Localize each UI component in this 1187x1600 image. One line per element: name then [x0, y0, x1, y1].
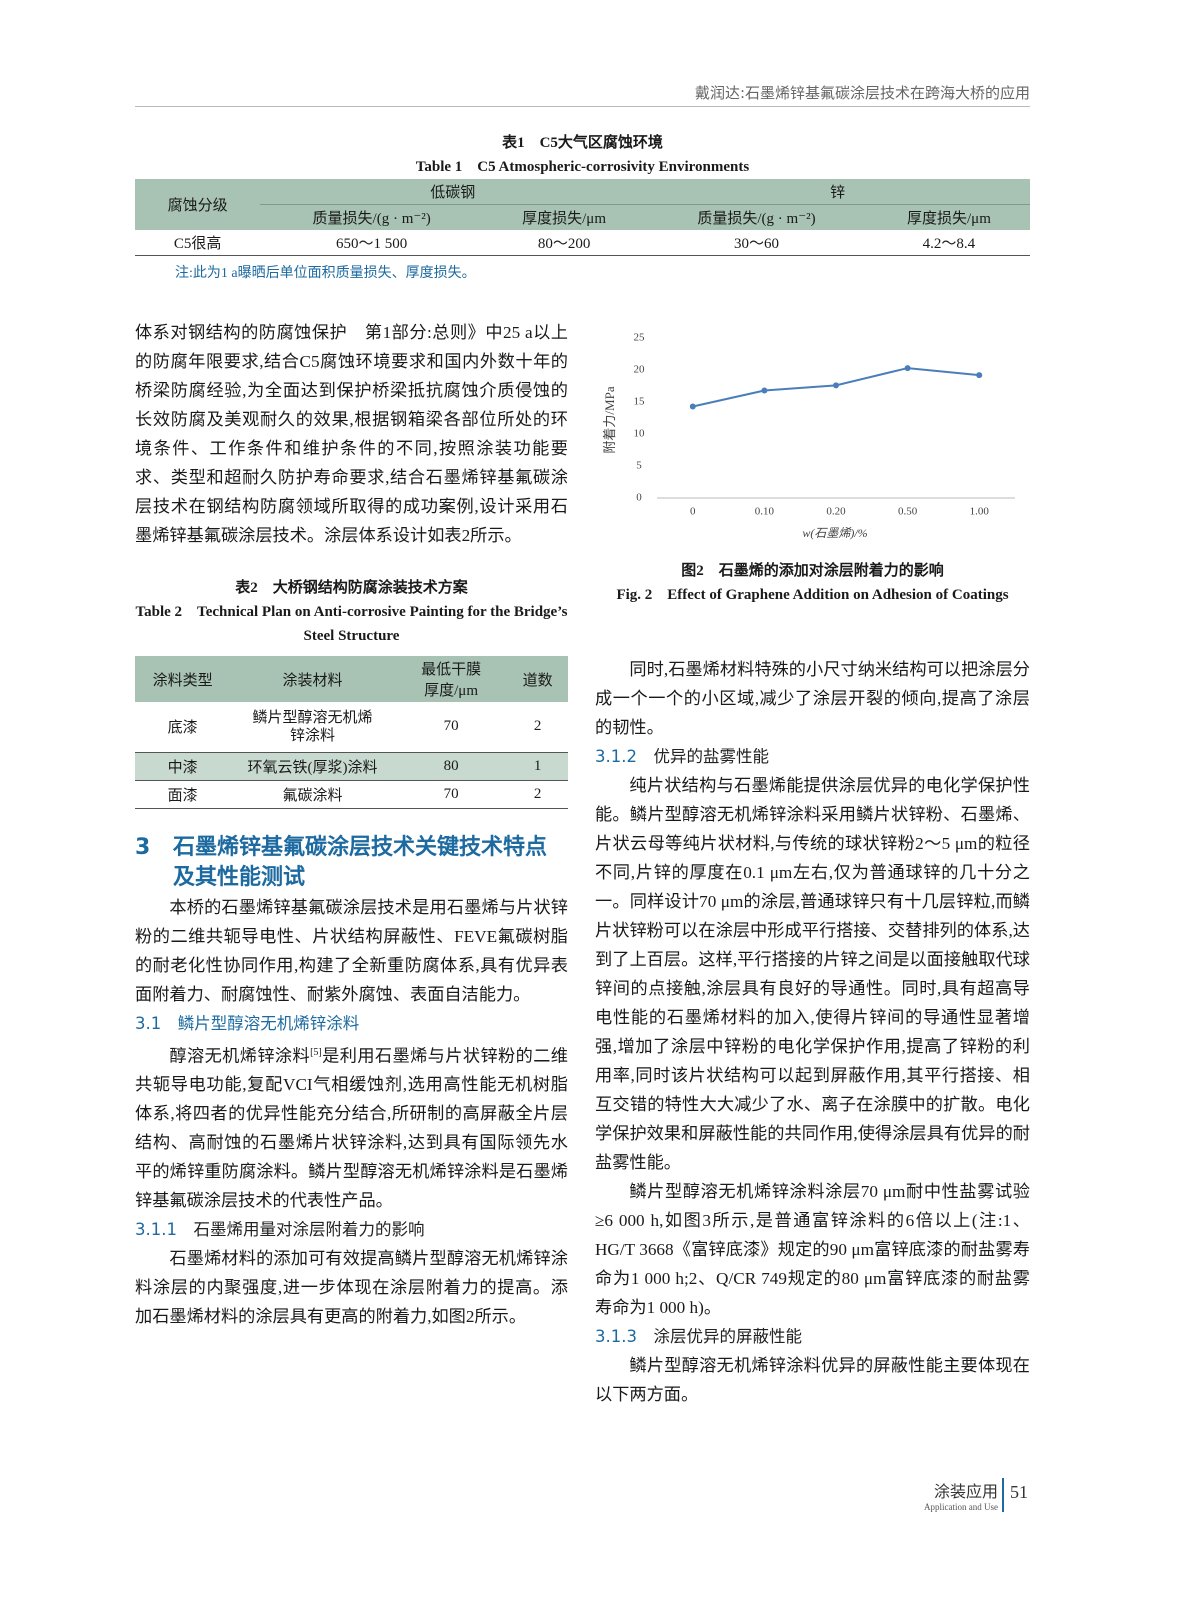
chart: 附着力/MPa w(石墨烯)/% 0 5 10 15 20 25 0 0.10 0.20 0.50… — [602, 332, 1015, 540]
table-cell: 中漆 — [167, 759, 198, 776]
y-tick-label: 0 — [636, 492, 642, 504]
table-header: 腐蚀分级 — [167, 198, 228, 214]
text-run: 是利用石墨烯与片状锌粉的二维共轭导电功能,复配VCI气相缓蚀剂,选用高性能无机树… — [135, 1046, 568, 1211]
paragraph: 醇溶无机烯锌涂料[5]是利用石墨烯与片状锌粉的二维共轭导电功能,复配VCI气相缓… — [135, 1038, 568, 1216]
left-column: 体系对钢结构的防腐蚀保护 第1部分:总则》中25 a以上的防腐年限要求,结合C5… — [135, 318, 568, 1331]
subsection-number: 3.1.3 — [595, 1327, 637, 1346]
data-point — [761, 387, 768, 394]
footer-journal: 涂装应用 Application and Use — [880, 1478, 998, 1512]
x-tick-label: 1.00 — [970, 506, 990, 518]
table-title-en: Table 2 Technical Plan on Anti-corrosive… — [135, 604, 568, 644]
table-header: 厚度损失/μm — [906, 211, 991, 227]
table-cell: 底漆 — [167, 720, 198, 737]
table-cell: 氟碳涂料 — [282, 787, 343, 804]
table-cell: 70 — [443, 718, 459, 735]
figure-caption-en: Fig. 2 Effect of Graphene Addition on Ad… — [616, 587, 1009, 603]
paragraph: 同时,石墨烯材料特殊的小尺寸纳米结构可以把涂层分成一个一个的小区域,减少了涂层开… — [595, 660, 1030, 737]
data-point — [904, 365, 911, 372]
subsection-title: 优异的盐雾性能 — [653, 747, 769, 766]
table-cell: 80～200 — [537, 236, 591, 252]
subsection-number: 3.1 — [135, 1013, 162, 1033]
paragraph: 体系对钢结构的防腐蚀保护 第1部分:总则》中25 a以上的防腐年限要求,结合C5… — [135, 323, 568, 545]
table-header: 质量损失/(g · m⁻²) — [312, 211, 431, 227]
table-title: 表1 C5大气区腐蚀环境 — [502, 135, 663, 151]
subsection-heading: 3.1.2 优异的盐雾性能 — [595, 742, 1030, 771]
y-tick-label: 15 — [634, 396, 646, 408]
y-tick-label: 10 — [634, 428, 646, 440]
subsection-number: 3.1.2 — [595, 747, 637, 766]
x-axis-label: w(石墨烯)/% — [802, 526, 867, 540]
data-point — [689, 403, 696, 410]
section-title: 石墨烯锌基氟碳涂层技术关键技术特点及其性能测试 — [173, 834, 548, 890]
table-cell: 70 — [443, 785, 459, 802]
table: 腐蚀分级 低碳钢 锌 质量损失/(g · m⁻²) 厚度损失/μm 质量损失/(… — [135, 179, 1030, 256]
table-header: 道数 — [522, 672, 553, 689]
table-cell: 1 — [533, 757, 542, 774]
table-title: 表2 大桥钢结构防腐涂装技术方案 — [235, 580, 468, 596]
table-header: 最低干膜厚度/μm — [421, 662, 482, 699]
data-point — [976, 372, 983, 379]
x-tick-label: 0.50 — [898, 506, 918, 518]
paragraph: 石墨烯材料的添加可有效提高鳞片型醇溶无机烯锌涂料涂层的内聚强度,进一步体现在涂层… — [135, 1249, 568, 1327]
y-tick-label: 5 — [636, 460, 642, 472]
table-header: 厚度损失/μm — [522, 211, 607, 227]
data-point — [833, 382, 839, 389]
table-header: 涂装材料 — [282, 672, 343, 689]
paragraph: 鳞片型醇溶无机烯锌涂料优异的屏蔽性能主要体现在以下两方面。 — [595, 1356, 1030, 1404]
y-axis-label: 附着力/MPa — [602, 386, 617, 453]
section-number: 3 — [135, 834, 151, 860]
table-cell: 鳞片型醇溶无机烯锌涂料 — [252, 709, 373, 744]
table1-block: 表1 C5大气区腐蚀环境 Table 1 C5 Atmospheric-corr… — [135, 131, 1030, 282]
table-cell: 80 — [443, 757, 459, 774]
section-heading: 3 石墨烯锌基氟碳涂层技术关键技术特点及其性能测试 — [135, 833, 568, 893]
table-cell: 2 — [533, 785, 542, 802]
journal-name: 涂装应用 — [933, 1482, 998, 1501]
table-cell: 4.2～8.4 — [922, 236, 976, 252]
subsection-title: 石墨烯用量对涂层附着力的影响 — [193, 1220, 425, 1240]
table-cell: 2 — [533, 718, 542, 735]
right-column: 附着力/MPa w(石墨烯)/% 0 5 10 15 20 25 0 0.10 0.20 0.50… — [595, 320, 1030, 1409]
table-cell: C5很高 — [173, 236, 222, 252]
table-cell: 面漆 — [167, 787, 198, 804]
text-run: 醇溶无机烯锌涂料 — [169, 1046, 311, 1066]
table-header: 质量损失/(g · m⁻²) — [697, 211, 816, 227]
paragraph: 本桥的石墨烯锌基氟碳涂层技术是用石墨烯与片状锌粉的二维共轭导电性、片状结构屏蔽性… — [135, 897, 568, 1004]
table-title-en: Table 1 C5 Atmospheric-corrosivity Envir… — [415, 159, 750, 175]
running-header: 戴润达:石墨烯锌基氟碳涂层技术在跨海大桥的应用 — [135, 82, 1030, 107]
subsection-heading: 3.1.3 涂层优异的屏蔽性能 — [595, 1322, 1030, 1351]
subsection-title: 鳞片型醇溶无机烯锌涂料 — [177, 1013, 360, 1033]
paragraph: 鳞片型醇溶无机烯锌涂料涂层70 μm耐中性盐雾试验≥6 000 h,如图3所示,… — [595, 1182, 1030, 1317]
table-header: 低碳钢 — [260, 179, 646, 205]
x-tick-label: 0.20 — [826, 506, 846, 518]
subsection-heading: 3.1 鳞片型醇溶无机烯锌涂料 — [135, 1009, 568, 1038]
table-cell: 650～1 500 — [336, 236, 408, 252]
x-tick-label: 0.10 — [755, 506, 775, 518]
subsection-heading: 3.1.1 石墨烯用量对涂层附着力的影响 — [135, 1215, 568, 1244]
subsection-title: 涂层优异的屏蔽性能 — [653, 1327, 802, 1346]
table: 涂料类型 涂装材料 最低干膜厚度/μm 道数 底漆 鳞片型醇溶无机烯锌涂料 70… — [135, 656, 568, 809]
y-tick-label: 25 — [634, 332, 646, 344]
citation: [5] — [310, 1046, 322, 1058]
figure-caption: 图2 石墨烯的添加对涂层附着力的影响 — [681, 563, 944, 579]
table-cell: 环氧云铁(厚浆)涂料 — [247, 759, 378, 776]
journal-name-en: Application and Use — [924, 1502, 998, 1512]
x-tick-label: 0 — [690, 506, 696, 518]
table-header: 锌 — [645, 179, 1030, 205]
y-tick-label: 20 — [634, 364, 646, 376]
footer-divider — [1002, 1478, 1004, 1512]
table-cell: 30～60 — [734, 236, 780, 252]
table-note: 注:此为1 a曝晒后单位面积质量损失、厚度损失。 — [175, 266, 476, 281]
page-number: 51 — [1010, 1482, 1028, 1502]
paragraph: 纯片状结构与石墨烯能提供涂层优异的电化学保护性能。鳞片型醇溶无机烯锌涂料采用鳞片… — [595, 776, 1030, 1172]
subsection-number: 3.1.1 — [135, 1220, 177, 1240]
table-header: 涂料类型 — [152, 672, 213, 689]
